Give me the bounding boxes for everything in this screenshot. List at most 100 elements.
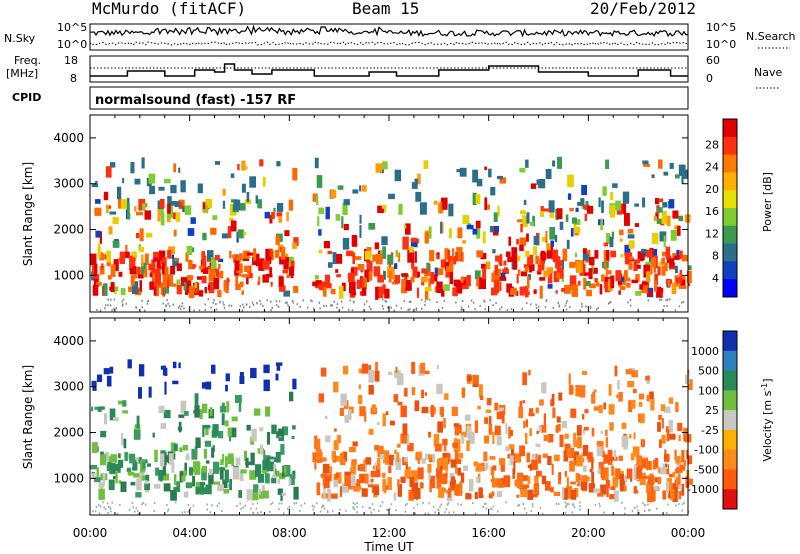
scatter-cell	[545, 300, 548, 303]
range-cell	[643, 163, 651, 167]
scatter-cell	[332, 510, 334, 513]
range-cell	[417, 173, 421, 185]
scatter-cell	[189, 507, 192, 510]
range-cell	[436, 467, 443, 478]
range-cell	[443, 284, 450, 291]
range-cell	[531, 459, 538, 470]
scatter-cell	[663, 305, 665, 308]
range-cell	[410, 276, 415, 283]
scatter-cell	[128, 508, 131, 511]
range-cell	[100, 485, 103, 491]
range-cell	[411, 482, 419, 493]
range-cell	[220, 459, 224, 466]
range-cell	[98, 406, 105, 410]
range-cell	[478, 384, 483, 398]
range-cell	[564, 433, 569, 439]
range-cell	[262, 459, 269, 471]
range-cell	[499, 276, 507, 281]
scatter-cell	[434, 511, 436, 514]
range-cell	[588, 483, 595, 493]
range-cell	[580, 481, 588, 490]
range-cell	[439, 466, 443, 470]
scatter-cell	[428, 502, 430, 505]
range-cell	[162, 287, 166, 297]
range-cell	[325, 274, 331, 287]
range-cell	[103, 368, 110, 375]
range-cell	[652, 233, 659, 245]
range-cell	[200, 482, 205, 495]
range-cell	[579, 475, 583, 486]
range-cell	[645, 376, 650, 381]
range-cell	[661, 434, 666, 444]
range-cell	[437, 464, 440, 471]
range-cell	[176, 285, 182, 295]
range-cell	[566, 239, 570, 249]
range-cell	[283, 256, 290, 270]
range-cell	[492, 249, 496, 254]
range-cell	[593, 488, 601, 493]
range-cell	[235, 274, 239, 286]
scatter-cell	[135, 306, 137, 309]
range-cell	[490, 466, 494, 476]
range-cell	[227, 482, 231, 488]
scatter-cell	[492, 505, 495, 508]
range-cell	[246, 252, 254, 256]
range-cell	[611, 466, 615, 476]
y-tick-label: 2000	[53, 426, 84, 440]
range-cell	[530, 183, 537, 189]
range-cell	[349, 446, 356, 453]
range-cell	[318, 229, 322, 236]
scatter-cell	[162, 302, 164, 305]
range-cell	[127, 359, 132, 369]
range-cell	[491, 287, 498, 296]
range-cell	[552, 160, 556, 167]
range-cell	[565, 214, 569, 222]
range-cell	[586, 452, 593, 460]
scatter-cell	[104, 307, 106, 310]
scatter-cell	[239, 502, 241, 505]
range-cell	[559, 434, 564, 448]
range-cell	[103, 283, 108, 296]
scatter-cell	[313, 505, 315, 508]
scatter-cell	[154, 501, 156, 504]
scatter-cell	[482, 506, 484, 508]
range-cell	[494, 226, 499, 233]
range-cell	[516, 291, 519, 296]
range-cell	[666, 478, 672, 491]
scatter-cell	[352, 506, 354, 509]
range-cell	[107, 456, 111, 465]
range-cell	[328, 262, 333, 268]
range-cell	[572, 217, 577, 224]
range-cell	[100, 454, 107, 466]
range-cell	[608, 384, 612, 396]
range-cell	[677, 422, 683, 431]
range-cell	[448, 203, 454, 217]
range-cell	[429, 475, 436, 489]
range-cell	[673, 255, 680, 260]
freq-left-tick-bottom: 8	[70, 72, 77, 85]
scatter-cell	[266, 299, 268, 302]
range-cell	[172, 361, 177, 369]
range-cell	[174, 257, 178, 262]
range-cell	[545, 230, 548, 244]
y-tick-label: 1000	[53, 471, 84, 485]
range-cell	[377, 205, 384, 213]
range-cell	[203, 267, 209, 274]
range-cell	[421, 458, 426, 464]
range-cell	[564, 470, 567, 477]
scatter-cell	[460, 503, 462, 506]
scatter-cell	[181, 302, 184, 305]
range-cell	[460, 276, 464, 283]
colorbar-swatch	[723, 154, 737, 173]
range-cell	[587, 205, 594, 214]
scatter-cell	[631, 510, 634, 513]
range-cell	[147, 463, 152, 467]
range-cell	[144, 210, 151, 220]
range-cell	[664, 455, 667, 460]
range-cell	[424, 271, 431, 277]
range-cell	[603, 467, 609, 481]
range-cell	[411, 387, 416, 396]
colorbar-swatch	[723, 279, 737, 298]
